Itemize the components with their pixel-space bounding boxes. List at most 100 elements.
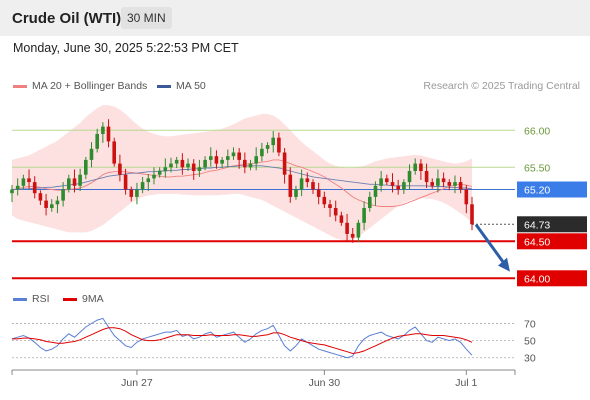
rsi-tick-30: 30 [524, 353, 536, 365]
candle-body [424, 171, 429, 183]
candle-body [311, 182, 315, 190]
candle-body [123, 174, 128, 190]
candle-body [271, 137, 275, 146]
candle-body [214, 156, 219, 164]
price-tag-64.50 [517, 233, 587, 250]
candle-body [362, 208, 366, 223]
candle-body [10, 189, 14, 194]
candle-body [322, 196, 327, 205]
price-label-66.00: 66.00 [524, 125, 550, 137]
candle-body [169, 163, 173, 168]
candle-body [226, 156, 230, 160]
candle-body [282, 152, 287, 175]
candle-body [328, 204, 332, 208]
legend-swatch-9ma [63, 297, 77, 301]
legend-label-ma50: MA 50 [176, 80, 206, 92]
legend-ma50: MA 50 [157, 80, 206, 92]
candle-body [288, 174, 293, 197]
candle-body [146, 178, 151, 183]
candle-body [265, 145, 270, 149]
candle-body [316, 189, 321, 197]
price-tag-64.00 [517, 270, 587, 287]
candle-body [373, 185, 378, 197]
candle-body [209, 156, 213, 160]
legend-label-bollinger: MA 20 + Bollinger Bands [32, 80, 148, 92]
candle-body [140, 182, 145, 190]
legend-bollinger: MA 20 + Bollinger Bands [13, 80, 147, 92]
candle-body [339, 215, 344, 223]
candle-body [231, 152, 236, 157]
legend-rsi: RSI [13, 293, 50, 305]
rsi-tick-50: 50 [524, 336, 536, 348]
price-label-64.73: 64.73 [524, 219, 550, 231]
candle-body [27, 178, 31, 183]
candle-body [89, 148, 94, 160]
x-tick-label-jun-30: Jun 30 [309, 377, 341, 389]
candle-body [67, 178, 71, 190]
candle-body [220, 159, 224, 164]
candle-body [243, 159, 247, 168]
candle-body [379, 178, 383, 186]
candle-body [55, 200, 60, 205]
price-label-65.50: 65.50 [524, 162, 550, 174]
candle-body [333, 208, 338, 216]
legend-label-9ma: 9MA [82, 293, 104, 305]
candle-body [345, 222, 349, 234]
price-tag-65.20 [517, 181, 587, 198]
candle-body [72, 178, 77, 186]
candle-body [407, 171, 412, 183]
legend-9ma: 9MA [63, 293, 104, 305]
price-label-64.50: 64.50 [524, 236, 550, 248]
price-tag-64.73 [517, 216, 587, 233]
candle-body [402, 182, 406, 190]
candle-body [15, 185, 20, 190]
candle-body [356, 222, 361, 238]
candle-body [470, 204, 474, 225]
candle-body [38, 193, 43, 201]
ma50-line [12, 165, 473, 190]
candle-body [350, 233, 355, 238]
candle-body [396, 185, 400, 190]
candle-body [61, 189, 65, 201]
candle-body [197, 167, 202, 171]
candle-body [277, 137, 281, 153]
candle-body [294, 189, 298, 197]
candle-body [135, 189, 139, 197]
candle-body [118, 163, 122, 175]
candle-body [368, 196, 372, 208]
candle-body [385, 178, 389, 183]
candle-body [260, 148, 264, 157]
candle-body [112, 141, 116, 164]
price-label-64.00: 64.00 [524, 273, 550, 285]
ma20-line [11, 159, 473, 207]
legend-swatch-ma50 [157, 84, 171, 88]
candle-body [203, 159, 207, 168]
candle-body [152, 174, 156, 179]
candle-body [430, 182, 434, 186]
candle-body [237, 152, 241, 160]
forecast-arrow [474, 223, 507, 266]
candle-body [180, 159, 185, 168]
candle-body [441, 178, 446, 183]
candle-body [436, 178, 440, 186]
rsi-tick-70: 70 [524, 319, 536, 331]
candle-body [84, 159, 88, 175]
rsi-series-rsi [11, 317, 473, 359]
timeframe-badge[interactable]: 30 MIN [121, 7, 172, 29]
candle-body [305, 178, 310, 183]
candle-body [447, 182, 452, 186]
price-label-65.20: 65.20 [524, 185, 550, 197]
candle-body [50, 204, 54, 208]
candle-body [95, 134, 99, 149]
legend-swatch-rsi [13, 297, 27, 301]
candle-body [299, 178, 304, 190]
forecast-arrowhead [498, 257, 510, 272]
candle-body [21, 178, 26, 186]
candle-body [174, 159, 179, 164]
legend-label-rsi: RSI [32, 293, 50, 305]
candle-body [458, 182, 463, 190]
candle-body [248, 163, 253, 168]
candle-body [419, 163, 423, 171]
candle-body [413, 163, 417, 171]
